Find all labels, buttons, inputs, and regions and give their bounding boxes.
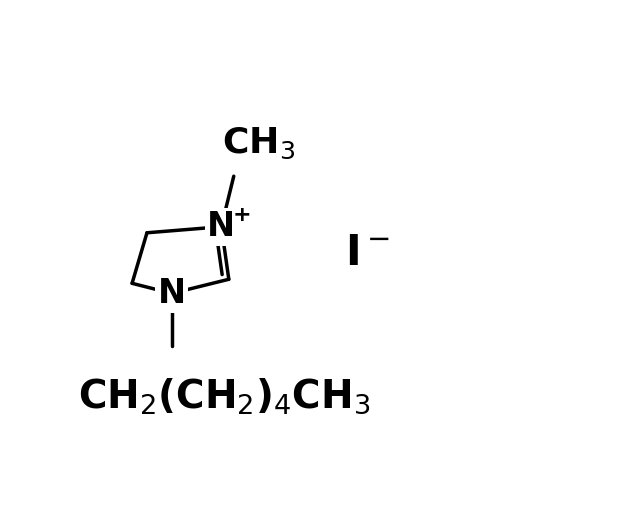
Text: +: + xyxy=(233,205,252,225)
Text: N: N xyxy=(207,210,236,243)
Text: N: N xyxy=(157,277,186,310)
Text: CH$_2$(CH$_2$)$_4$CH$_3$: CH$_2$(CH$_2$)$_4$CH$_3$ xyxy=(77,377,370,416)
Text: CH$_3$: CH$_3$ xyxy=(222,126,295,162)
Text: I$^-$: I$^-$ xyxy=(345,232,390,274)
